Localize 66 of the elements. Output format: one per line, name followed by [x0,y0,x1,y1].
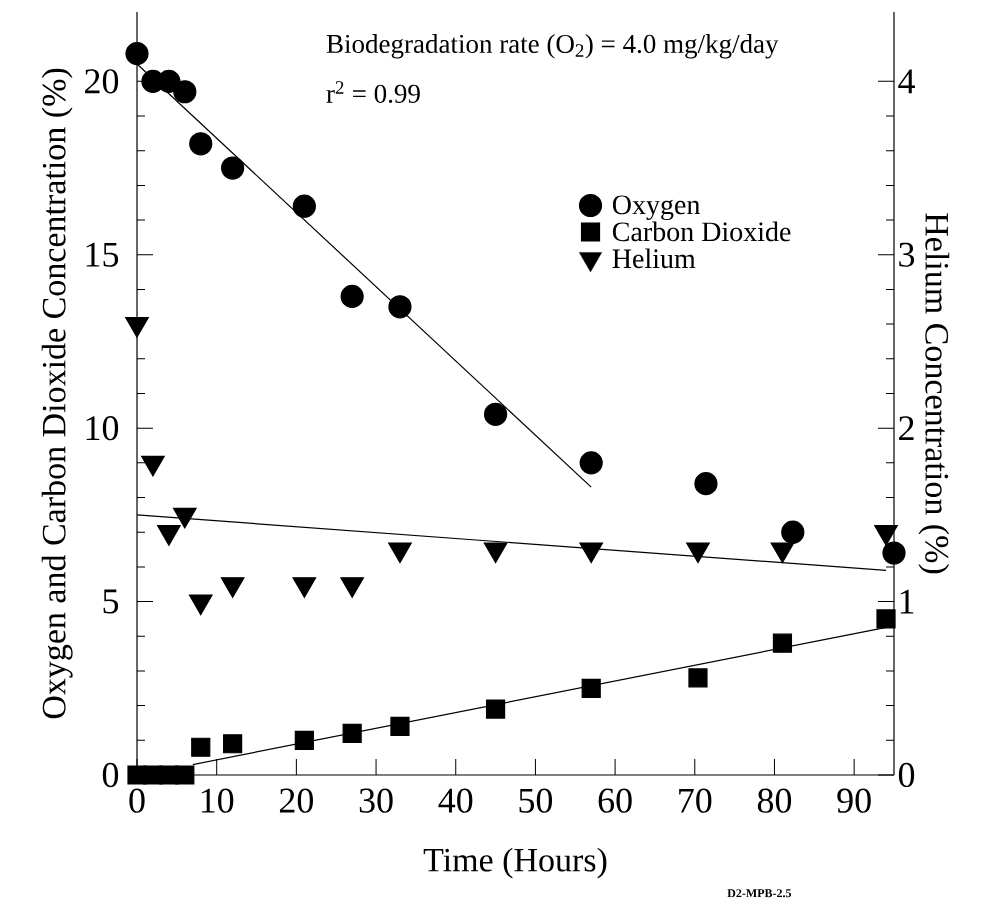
x-axis-title: Time (Hours) [423,847,607,879]
point [292,577,317,598]
point [157,525,181,546]
point [388,295,412,319]
point [340,577,365,598]
y2-tick-label: 0 [898,762,915,788]
point [485,699,506,719]
point [388,542,412,564]
annotation: r$^{2}$ = 0.99 [326,81,420,104]
x-tick-label: 60 [598,788,632,813]
point [292,194,316,218]
x-tick-label: 10 [201,788,234,813]
legend-label: Carbon Dioxide [612,221,791,242]
point [172,507,197,529]
point [141,455,165,477]
point [191,737,211,757]
x-tick-label: 30 [359,788,393,813]
y-tick-label: 0 [102,762,119,788]
point [340,284,364,308]
x-tick-label: 80 [757,788,792,813]
x-tick-label: 50 [519,788,553,813]
point [772,633,793,653]
point [390,716,410,737]
point [294,730,314,750]
y-tick-label: 15 [86,242,119,267]
y2-tick-label: 1 [900,589,914,614]
point [882,541,906,565]
point [342,723,362,743]
point [874,525,898,546]
annotation: Biodegradation rate (O$_{2}$) = 4.0 mg/kg/day [326,34,779,59]
point [188,594,213,616]
point [125,317,149,338]
point [781,520,805,544]
text: D2-MPB-2.5 [727,889,792,898]
point [579,542,604,564]
point [770,542,795,564]
point [173,80,197,104]
y-tick-label: 20 [85,69,119,94]
point [221,156,245,180]
point [876,609,896,629]
y-tick-label: 10 [86,416,119,441]
point [694,472,718,496]
point [688,668,708,688]
legend-label: Oxygen [612,195,700,221]
x-tick-label: 20 [279,788,313,813]
point [223,734,243,754]
point [483,542,508,564]
y2-tick-label: 3 [899,242,915,267]
point [581,678,601,698]
point [175,765,195,785]
y2-axis-title: Helium Concentration (%) [918,213,950,574]
point [125,42,149,66]
point [220,577,245,598]
x-tick-label: 0 [129,788,145,813]
point [483,402,508,426]
y-axis-title: Oxygen and Carbon Dioxide Concentration (%) [41,68,73,719]
point [189,132,213,156]
point [579,451,603,475]
y2-tick-label: 2 [899,416,914,441]
y2-tick-label: 4 [898,69,915,94]
y-tick-label: 5 [103,589,119,614]
legend-label: Helium [612,248,696,269]
x-tick-label: 70 [679,788,712,813]
x-tick-label: 40 [438,788,473,813]
x-tick-label: 90 [837,788,871,813]
point [686,542,710,564]
